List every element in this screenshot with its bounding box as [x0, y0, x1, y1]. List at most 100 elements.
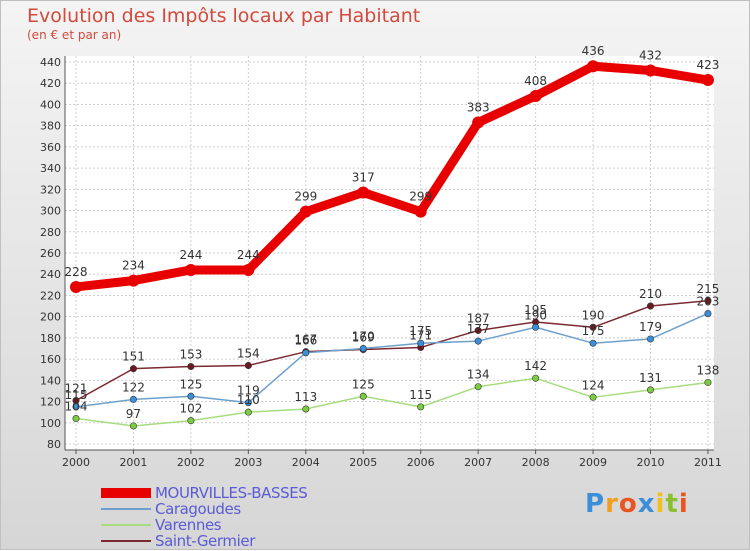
data-label: 113: [294, 390, 317, 404]
data-label: 134: [467, 368, 490, 382]
data-label: 179: [639, 320, 662, 334]
data-point: [302, 349, 310, 357]
data-point: [129, 395, 137, 403]
data-label: 215: [696, 282, 719, 296]
y-tick-label: 260: [40, 247, 61, 260]
data-point: [587, 60, 600, 73]
y-tick-label: 200: [40, 311, 61, 324]
logo-letter: i: [678, 489, 689, 519]
data-label: 121: [65, 381, 88, 395]
data-label: 408: [524, 74, 547, 88]
data-point: [589, 323, 597, 331]
data-label: 115: [409, 388, 432, 402]
data-point: [359, 392, 367, 400]
x-tick-label: 2005: [349, 456, 377, 469]
data-label: 299: [409, 190, 432, 204]
data-label: 142: [524, 359, 547, 373]
y-tick-label: 320: [40, 183, 61, 196]
logo-letter: r: [605, 489, 619, 519]
legend-swatch: [101, 540, 151, 542]
data-label: 153: [179, 348, 202, 362]
legend-label: Saint-Germier: [155, 532, 255, 550]
y-tick-label: 420: [40, 77, 61, 90]
data-label: 154: [237, 346, 260, 360]
data-point: [299, 205, 312, 218]
data-point: [644, 64, 657, 77]
x-tick-label: 2001: [119, 456, 147, 469]
data-label: 104: [65, 400, 88, 414]
series-line-saint-germier: [75, 300, 709, 402]
data-label: 167: [294, 333, 317, 347]
logo-letter: i: [655, 489, 666, 519]
data-point: [532, 374, 540, 382]
y-tick-label: 400: [40, 98, 61, 111]
y-tick-label: 340: [40, 162, 61, 175]
data-label: 102: [179, 402, 202, 416]
x-tick-label: 2009: [579, 456, 607, 469]
data-point: [474, 337, 482, 345]
data-point: [187, 392, 195, 400]
y-tick-label: 80: [47, 438, 61, 451]
data-label: 299: [294, 190, 317, 204]
legend-item: MOURVILLES-BASSES: [101, 484, 308, 502]
data-label: 190: [582, 308, 605, 322]
data-point: [646, 386, 654, 394]
data-label: 228: [65, 265, 88, 279]
y-tick-label: 160: [40, 353, 61, 366]
data-label: 244: [237, 248, 260, 262]
data-point: [529, 89, 542, 102]
legend-label: Caragoudes: [155, 500, 241, 518]
y-tick-label: 220: [40, 289, 61, 302]
data-point: [72, 403, 80, 411]
data-point: [704, 297, 712, 305]
data-label: 432: [639, 48, 662, 62]
data-point: [244, 408, 252, 416]
y-tick-label: 280: [40, 226, 61, 239]
x-tick-label: 2003: [234, 456, 262, 469]
chart-title: Evolution des Impôts locaux par Habitant: [27, 5, 421, 27]
legend-swatch: [101, 488, 151, 498]
data-point: [589, 339, 597, 347]
legend-item: Saint-Germier: [101, 532, 307, 550]
legend-swatch: [101, 508, 151, 510]
data-point: [704, 378, 712, 386]
data-label: 125: [352, 377, 375, 391]
data-label: 210: [639, 287, 662, 301]
data-label: 166: [294, 334, 317, 348]
y-tick-label: 180: [40, 332, 61, 345]
data-label: 190: [524, 308, 547, 322]
x-tick-label: 2011: [694, 456, 722, 469]
x-tick-label: 2010: [637, 456, 665, 469]
data-label: 151: [122, 350, 145, 364]
x-tick-label: 2000: [62, 456, 90, 469]
data-point: [414, 205, 427, 218]
data-label: 175: [582, 324, 605, 338]
data-label: 122: [122, 380, 145, 394]
data-label: 97: [126, 407, 141, 421]
data-label: 436: [582, 44, 605, 58]
chart-subtitle: (en € et par an): [27, 28, 122, 42]
data-point: [129, 422, 137, 430]
data-point: [646, 302, 654, 310]
logo-letter: x: [637, 489, 656, 519]
x-tick-label: 2002: [177, 456, 205, 469]
data-point: [532, 323, 540, 331]
y-tick-label: 120: [40, 396, 61, 409]
data-point: [244, 399, 252, 407]
data-label: 423: [696, 58, 719, 72]
data-label: 187: [467, 311, 490, 325]
data-point: [474, 383, 482, 391]
data-point: [417, 403, 425, 411]
data-point: [646, 335, 654, 343]
proxiti-logo: Proxiti: [585, 489, 689, 519]
x-tick-label: 2006: [407, 456, 435, 469]
data-point: [184, 263, 197, 276]
y-tick-label: 380: [40, 120, 61, 133]
data-point: [187, 417, 195, 425]
x-tick-label: 2007: [464, 456, 492, 469]
data-point: [187, 363, 195, 371]
data-label: 115: [65, 388, 88, 402]
data-point: [244, 361, 252, 369]
